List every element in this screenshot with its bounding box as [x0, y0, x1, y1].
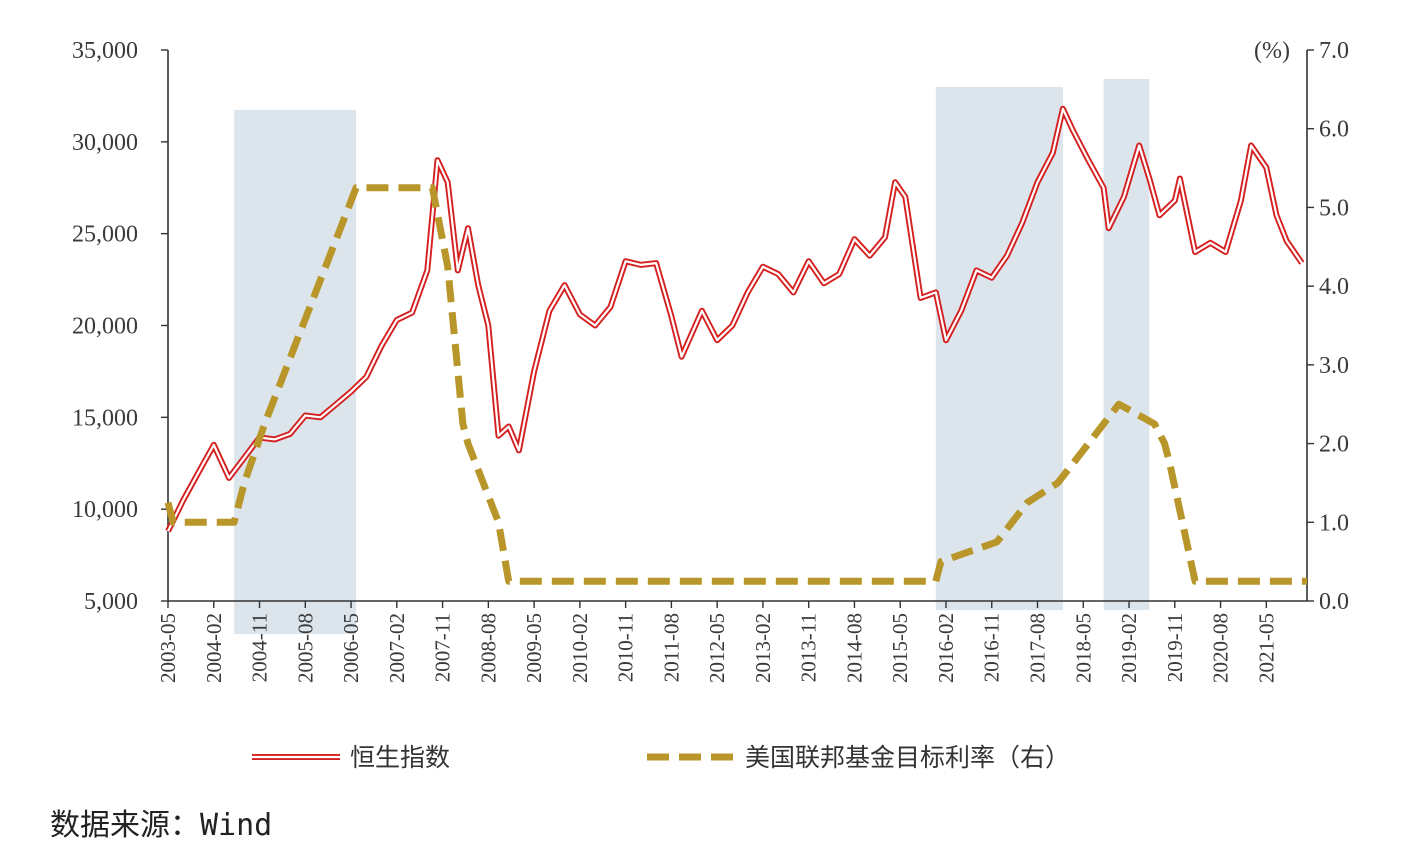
y-left-tick-label: 35,000	[72, 38, 138, 64]
shaded-period-3	[1103, 79, 1150, 610]
x-tick-label: 2016-11	[980, 613, 1004, 682]
series-line-hsi-inner	[167, 107, 1303, 532]
y-right-unit: (%)	[1254, 38, 1290, 64]
x-tick-label: 2006-05	[339, 613, 363, 683]
x-tick-label: 2009-05	[522, 613, 546, 683]
series-layer	[164, 105, 1307, 585]
x-tick-label: 2013-02	[751, 613, 775, 683]
y-left-tick-label: 25,000	[72, 222, 138, 248]
y-right-tick-label: 2.0	[1319, 432, 1349, 458]
y-left-tick-label: 5,000	[84, 589, 138, 615]
y-left-tick-label: 20,000	[72, 314, 138, 340]
y-left-tick-label: 10,000	[72, 497, 138, 523]
legend-label-fed-rate: 美国联邦基金目标利率（右）	[745, 743, 1070, 772]
x-tick-label: 2012-05	[705, 613, 729, 683]
x-tick-label: 2004-02	[202, 613, 226, 683]
x-tick-label: 2007-02	[385, 613, 409, 683]
y-left-tick-label: 15,000	[72, 405, 138, 431]
x-tick-label: 2013-11	[797, 613, 821, 682]
x-tick-label: 2017-08	[1026, 613, 1050, 683]
x-tick-label: 2010-11	[614, 613, 638, 682]
x-tick-label: 2014-08	[842, 613, 866, 683]
y-right-tick-label: 7.0	[1319, 38, 1349, 64]
x-tick-label: 2021-05	[1254, 613, 1278, 683]
x-tick-label: 2004-11	[248, 613, 272, 682]
y-right-tick-label: 3.0	[1319, 353, 1349, 379]
y-right-tick-label: 4.0	[1319, 274, 1349, 300]
x-tick-label: 2019-11	[1163, 613, 1187, 682]
x-tick-label: 2018-05	[1071, 613, 1095, 683]
legend: 恒生指数 美国联邦基金目标利率（右）	[252, 743, 1070, 772]
source-note: 数据来源：Wind	[50, 808, 273, 843]
x-tick-label: 2007-11	[431, 613, 455, 682]
y-right-tick-label: 6.0	[1319, 117, 1349, 143]
x-tick-label: 2008-08	[476, 613, 500, 683]
shaded-period-1	[234, 110, 357, 634]
legend-label-hsi: 恒生指数	[350, 743, 450, 772]
series-line-fed-rate	[164, 184, 1307, 585]
y-left-tick-label: 30,000	[72, 130, 138, 156]
x-tick-label: 2016-02	[934, 613, 958, 683]
x-tick-label: 2019-02	[1117, 613, 1141, 683]
y-right-tick-label: 0.0	[1319, 589, 1349, 615]
x-tick-label: 2015-05	[888, 613, 912, 683]
x-tick-label: 2020-08	[1209, 613, 1233, 683]
shaded-periods	[234, 79, 1150, 634]
x-tick-label: 2011-08	[659, 613, 683, 682]
x-tick-label: 2003-05	[156, 613, 180, 683]
x-tick-label: 2010-02	[568, 613, 592, 683]
y-right-tick-label: 1.0	[1319, 510, 1349, 536]
x-tick-label: 2005-08	[293, 613, 317, 683]
y-right-tick-label: 5.0	[1319, 195, 1349, 221]
axes: 5,000 10,000 15,000 20,000 25,000 30,000 35,00…	[72, 38, 1349, 683]
